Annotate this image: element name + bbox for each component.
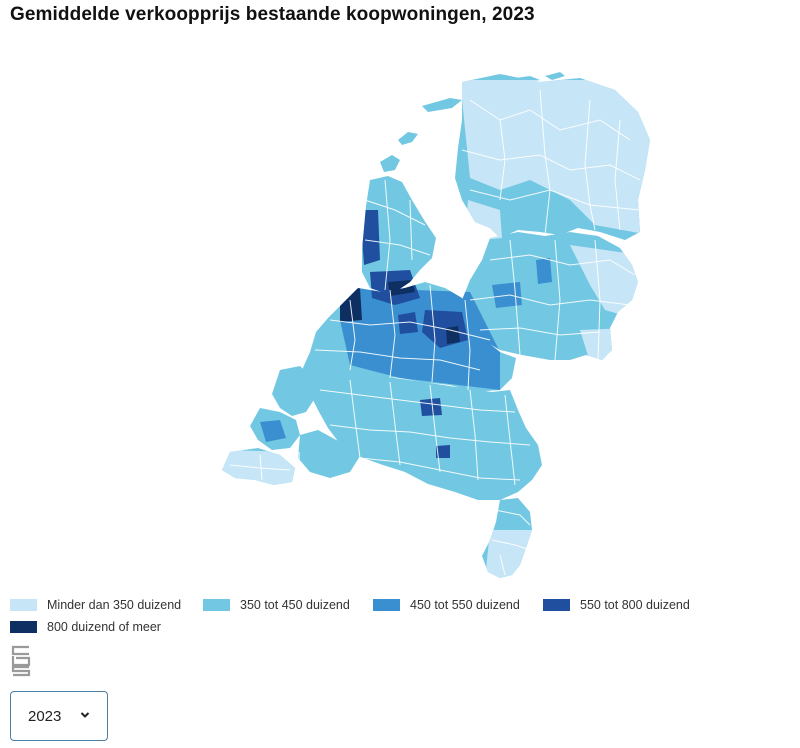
- legend-item-550-800: 550 tot 800 duizend: [543, 598, 713, 612]
- legend-label: 450 tot 550 duizend: [410, 598, 520, 612]
- legend-item-below-350: Minder dan 350 duizend: [10, 598, 203, 612]
- year-select-value: 2023: [28, 707, 62, 725]
- legend-label: 550 tot 800 duizend: [580, 598, 690, 612]
- legend-swatch: [10, 599, 37, 611]
- map-regions: [222, 72, 650, 578]
- legend-label: 350 tot 450 duizend: [240, 598, 350, 612]
- map-legend: Minder dan 350 duizend 350 tot 450 duize…: [10, 594, 790, 638]
- page-title: Gemiddelde verkoopprijs bestaande koopwo…: [10, 4, 535, 25]
- legend-swatch: [10, 621, 37, 633]
- legend-row-1: Minder dan 350 duizend 350 tot 450 duize…: [10, 594, 790, 616]
- legend-swatch: [543, 599, 570, 611]
- year-select[interactable]: 2023: [10, 691, 108, 741]
- legend-label: Minder dan 350 duizend: [47, 598, 182, 612]
- legend-item-800-plus: 800 duizend of meer: [10, 620, 203, 634]
- cbs-logo-icon: [10, 645, 32, 677]
- legend-item-350-450: 350 tot 450 duizend: [203, 598, 373, 612]
- municipality-borders: [229, 89, 641, 576]
- legend-item-450-550: 450 tot 550 duizend: [373, 598, 543, 612]
- legend-swatch: [373, 599, 400, 611]
- chevron-down-icon: [80, 712, 90, 718]
- legend-label: 800 duizend of meer: [47, 620, 161, 634]
- netherlands-choropleth-map: [200, 60, 660, 580]
- legend-swatch: [203, 599, 230, 611]
- legend-row-2: 800 duizend of meer: [10, 616, 790, 638]
